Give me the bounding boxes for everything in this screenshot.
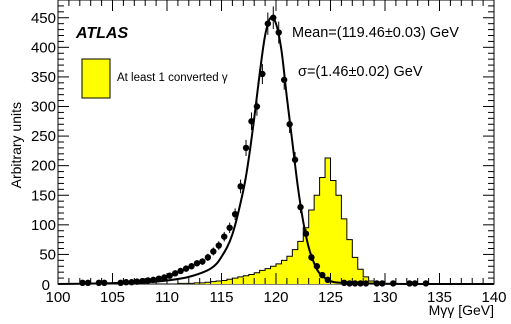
experiment-label: ATLAS	[75, 25, 128, 42]
data-point	[193, 260, 201, 267]
data-point	[221, 233, 228, 240]
data-point	[161, 274, 168, 281]
x-tick-label: 100	[45, 289, 70, 306]
data-point	[155, 275, 163, 282]
data-point	[188, 263, 195, 270]
x-tick-label: 110	[155, 289, 179, 306]
sigma-label: σ=(1.46±0.02) GeV	[298, 64, 423, 80]
data-point	[177, 267, 184, 275]
converted-histogram-outline	[58, 157, 494, 285]
fit-curve	[57, 16, 494, 286]
data-point	[319, 271, 326, 279]
data-point	[297, 203, 304, 211]
data-point	[253, 103, 261, 110]
converted-histogram-series	[58, 157, 494, 285]
y-tick-label: 100	[31, 217, 56, 234]
plot-frame	[57, 0, 495, 285]
data-point	[182, 265, 190, 272]
legend-entry-label: At least 1 converted γ	[117, 72, 228, 84]
data-point	[210, 248, 217, 255]
data-point	[389, 280, 397, 287]
data-point	[122, 279, 130, 286]
data-point	[199, 258, 206, 265]
data-point	[411, 280, 419, 287]
data-point	[128, 279, 135, 286]
mean-label: Mean=(119.46±0.03) GeV	[292, 25, 459, 41]
y-tick-label: 300	[31, 99, 56, 116]
y-tick-label: 150	[31, 187, 56, 204]
data-point	[422, 280, 430, 287]
x-tick-label: 130	[372, 289, 397, 306]
data-point	[84, 279, 92, 287]
y-axis-ticks: 50 100 150 200 250 300 350 400 450 0	[31, 0, 494, 294]
legend-swatch	[81, 58, 111, 99]
data-point	[133, 278, 141, 285]
data-point	[351, 280, 359, 287]
x-tick-label: 120	[263, 289, 288, 306]
data-point	[150, 276, 157, 284]
x-tick-label: 125	[318, 289, 343, 306]
y-axis-title: Arbitrary units	[8, 102, 24, 188]
data-point	[226, 224, 233, 231]
data-point	[357, 280, 364, 287]
data-point	[139, 277, 146, 285]
x-axis-title: Mγγ [GeV]	[429, 302, 494, 318]
data-point	[406, 280, 413, 287]
y-tick-label: 250	[31, 128, 56, 145]
data-point	[95, 279, 103, 287]
y-tick-label: 200	[31, 158, 56, 175]
x-tick-label: 135	[427, 289, 452, 306]
data-point	[117, 279, 124, 287]
x-tick-label: 115	[210, 289, 234, 306]
data-point	[324, 276, 331, 284]
data-point	[204, 254, 212, 261]
x-axis-ticks: 100 105 110 115 120 125 130 135 140	[45, 0, 507, 306]
data-point	[302, 230, 310, 237]
data-point	[340, 279, 348, 287]
data-point	[237, 183, 244, 190]
data-point	[308, 254, 315, 261]
x-tick-label: 105	[100, 289, 125, 306]
data-point	[346, 280, 353, 287]
data-point	[373, 280, 381, 287]
data-point	[362, 280, 370, 287]
data-point	[144, 277, 152, 284]
data-point	[270, 14, 277, 21]
data-point	[291, 156, 299, 163]
data-points	[79, 6, 430, 287]
data-point	[242, 144, 250, 152]
y-tick-label: 450	[31, 10, 56, 27]
x-tick-label: 140	[481, 289, 506, 306]
data-point	[286, 121, 293, 128]
data-point	[101, 279, 108, 287]
y-tick-label: 0	[42, 277, 50, 294]
data-point	[379, 280, 386, 287]
data-point	[166, 272, 173, 279]
data-point	[171, 270, 179, 277]
data-point	[248, 118, 255, 125]
data-point	[79, 279, 86, 287]
y-tick-label: 50	[39, 246, 56, 263]
data-point	[280, 76, 288, 84]
data-point	[313, 263, 321, 270]
y-tick-label: 350	[31, 69, 56, 86]
data-point	[231, 210, 239, 218]
data-point	[215, 242, 222, 249]
y-tick-label: 400	[31, 39, 56, 56]
data-point	[259, 70, 266, 78]
data-point	[275, 29, 282, 36]
data-point	[264, 20, 272, 27]
